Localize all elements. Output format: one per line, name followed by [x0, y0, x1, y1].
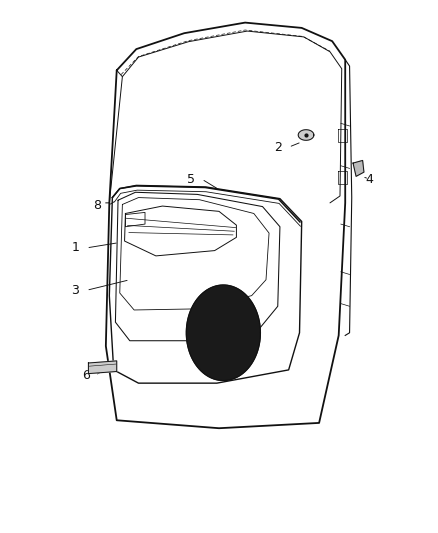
Text: 8: 8: [93, 199, 101, 212]
Polygon shape: [187, 285, 260, 381]
Text: 5: 5: [187, 173, 195, 185]
Polygon shape: [353, 160, 364, 176]
Polygon shape: [298, 130, 314, 140]
Text: 3: 3: [71, 284, 79, 297]
Polygon shape: [88, 361, 117, 374]
Text: 4: 4: [365, 173, 373, 185]
Text: 2: 2: [274, 141, 282, 154]
Text: 1: 1: [71, 241, 79, 254]
Text: 6: 6: [82, 369, 90, 382]
